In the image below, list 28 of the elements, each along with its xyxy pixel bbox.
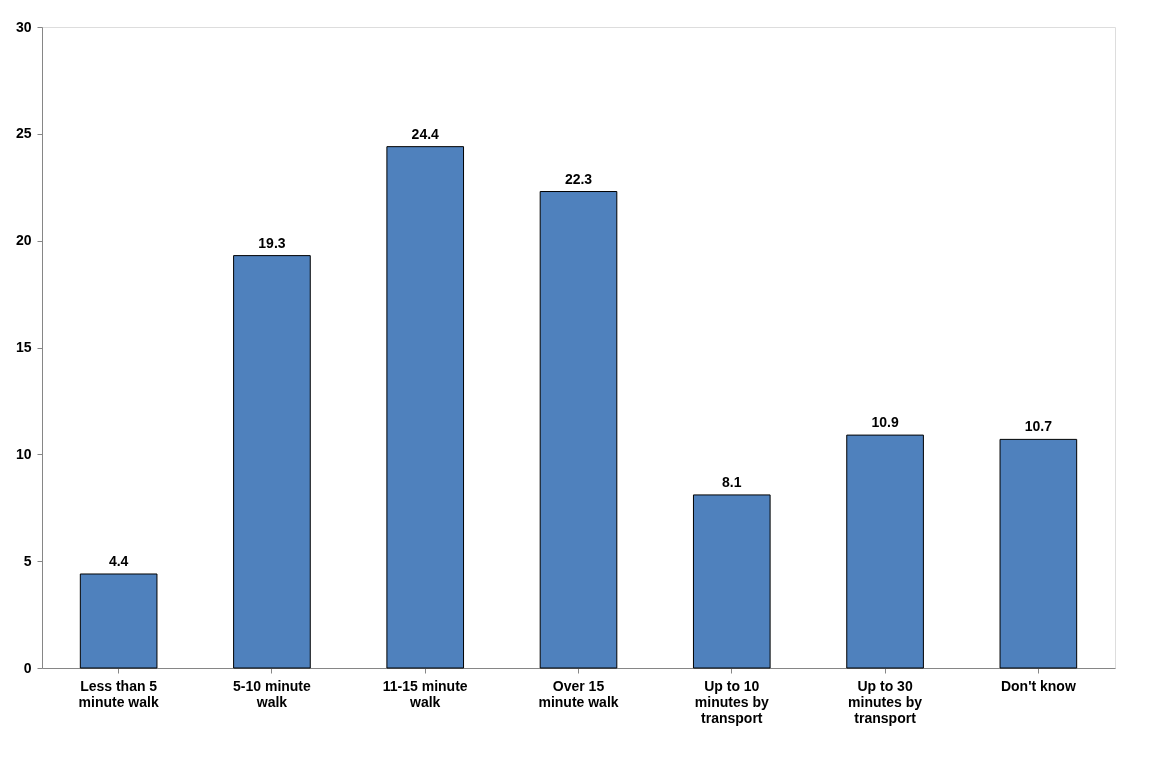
x-tick-label: 11-15 minute walk: [382, 677, 468, 710]
y-tick-label: 20: [15, 232, 32, 249]
bar: [386, 146, 465, 669]
data-label: 24.4: [411, 125, 440, 142]
x-tick-label: Up to 10 minutes by transport: [694, 677, 769, 726]
bar: [539, 191, 618, 669]
bar: [846, 434, 924, 669]
y-tick-label: 10: [15, 445, 32, 462]
data-label: 8.1: [722, 473, 742, 490]
data-label: 19.3: [258, 234, 286, 251]
bar: [692, 494, 771, 669]
x-tick-label: Over 15 minute walk: [538, 677, 619, 710]
bar: [233, 255, 311, 669]
y-tick-label: 15: [15, 339, 32, 355]
bar: [999, 438, 1078, 669]
x-tick-label: 5-10 minute walk: [233, 677, 312, 710]
y-tick-label: 30: [15, 18, 32, 35]
data-label: 22.3: [564, 170, 593, 187]
x-tick-label: Up to 30 minutes by transport: [848, 677, 923, 726]
x-tick-label: Don't know: [1000, 677, 1076, 694]
x-tick-label: Less than 5 minute walk: [78, 677, 159, 710]
y-tick-label: 0: [23, 659, 32, 676]
y-tick-label: 5: [23, 552, 32, 569]
data-label: 4.4: [108, 552, 129, 569]
data-label: 10.9: [871, 414, 899, 431]
bar: [79, 573, 158, 669]
data-label: 10.7: [1024, 418, 1053, 435]
y-tick-label: 25: [15, 125, 32, 142]
